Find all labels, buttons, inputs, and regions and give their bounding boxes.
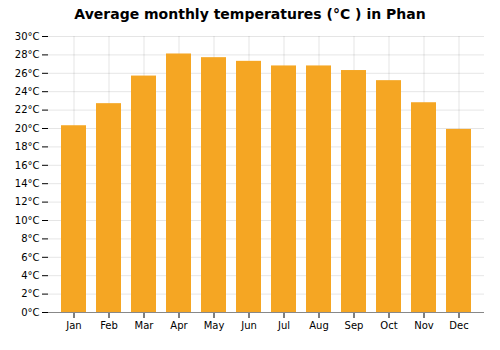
svg-text:6°C: 6°C <box>21 252 39 263</box>
svg-text:18°C: 18°C <box>15 141 40 152</box>
svg-text:8°C: 8°C <box>21 233 39 244</box>
svg-text:30°C: 30°C <box>15 31 40 42</box>
svg-text:0°C: 0°C <box>21 307 39 318</box>
svg-text:28°C: 28°C <box>15 49 40 60</box>
svg-text:Jun: Jun <box>240 320 257 331</box>
svg-text:May: May <box>204 320 225 331</box>
html-text:Average monthly temperatures (: Average monthly temperatures (°C ) in Ph… <box>74 6 426 22</box>
svg-text:22°C: 22°C <box>15 104 40 115</box>
svg-text:26°C: 26°C <box>15 68 40 79</box>
svg-text:12°C: 12°C <box>15 196 40 207</box>
svg-text:Sep: Sep <box>345 320 364 331</box>
svg-text:10°C: 10°C <box>15 215 40 226</box>
svg-text:Apr: Apr <box>170 320 188 331</box>
svg-text:16°C: 16°C <box>15 160 40 171</box>
svg-text:24°C: 24°C <box>15 86 40 97</box>
svg-text:Nov: Nov <box>414 320 434 331</box>
svg-text:4°C: 4°C <box>21 270 39 281</box>
svg-text:20°C: 20°C <box>15 123 40 134</box>
svg-text:Dec: Dec <box>449 320 468 331</box>
svg-text:Feb: Feb <box>100 320 118 331</box>
svg-text:Mar: Mar <box>135 320 155 331</box>
svg-text:Jan: Jan <box>65 320 81 331</box>
svg-text:14°C: 14°C <box>15 178 40 189</box>
svg-text:Jul: Jul <box>277 320 290 331</box>
svg-text:Oct: Oct <box>380 320 397 331</box>
svg-text:2°C: 2°C <box>21 288 39 299</box>
svg-text:Aug: Aug <box>309 320 329 331</box>
